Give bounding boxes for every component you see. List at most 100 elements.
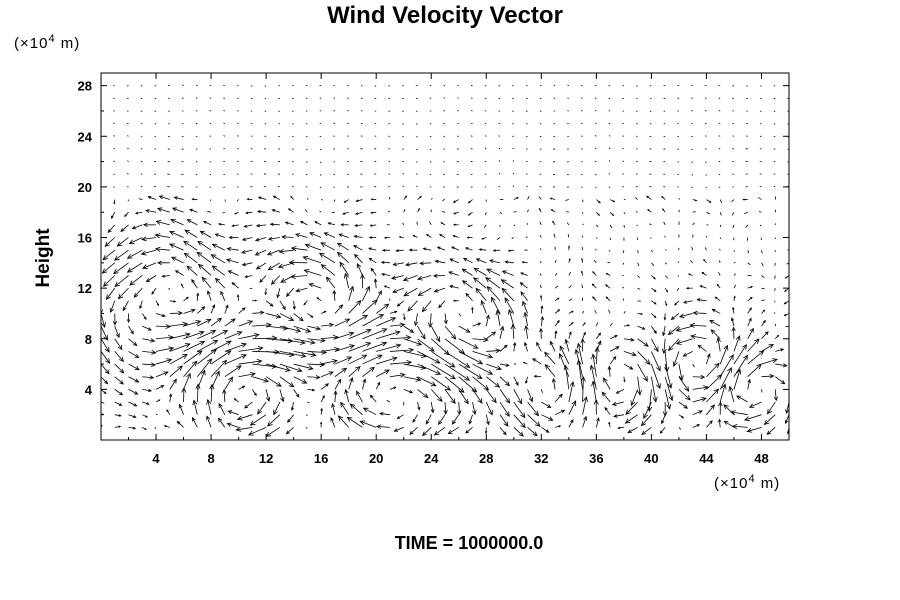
- wind-vector: [651, 338, 659, 352]
- wind-vector-head: [601, 391, 607, 397]
- wind-vector-head: [339, 261, 345, 268]
- wind-vector: [227, 423, 239, 428]
- wind-vector-head: [465, 292, 470, 297]
- wind-vector: [224, 354, 247, 365]
- wind-vector: [766, 427, 776, 435]
- wind-vector-head: [117, 344, 123, 351]
- wind-vector-head: [241, 262, 247, 267]
- wind-vector-head: [502, 431, 507, 436]
- wind-vector-head: [597, 340, 602, 346]
- wind-vector-head: [766, 408, 772, 415]
- wind-vector: [394, 426, 404, 432]
- wind-vector: [520, 272, 528, 276]
- wind-vector: [594, 309, 597, 314]
- wind-vector: [220, 291, 226, 301]
- wind-vector-head: [615, 390, 620, 394]
- wind-vector-head: [736, 368, 742, 375]
- wind-vector-head: [264, 292, 268, 296]
- wind-vector: [527, 196, 530, 200]
- wind-vector: [609, 335, 618, 340]
- wind-vector-head: [323, 232, 329, 237]
- wind-vector: [189, 209, 198, 213]
- wind-vector-head: [336, 251, 343, 258]
- wind-vector: [186, 265, 198, 276]
- wind-vector-head: [495, 348, 501, 354]
- wind-vector: [434, 287, 446, 292]
- wind-vector-head: [369, 224, 373, 227]
- wind-vector-head: [520, 422, 526, 429]
- wind-vector: [594, 147, 597, 150]
- wind-vector: [212, 265, 226, 276]
- wind-vector-head: [370, 211, 373, 214]
- wind-vector: [554, 309, 560, 314]
- wind-vector-head: [380, 260, 385, 265]
- wind-vector: [155, 371, 169, 378]
- wind-vector-head: [275, 381, 282, 387]
- wind-vector: [151, 287, 157, 295]
- wind-vector-head: [241, 354, 247, 359]
- wind-vector: [761, 320, 766, 327]
- wind-vector: [320, 242, 336, 251]
- wind-vector-head: [501, 287, 507, 294]
- y-tick-label: 24: [78, 129, 93, 144]
- wind-vector-head: [604, 284, 608, 287]
- wind-vector: [453, 235, 459, 238]
- wind-vector-head: [290, 274, 296, 280]
- wind-vector: [140, 160, 143, 162]
- wind-vector-head: [256, 358, 263, 364]
- wind-vector: [554, 259, 557, 263]
- wind-vector-head: [150, 362, 157, 367]
- wind-vector: [691, 246, 694, 251]
- wind-vector-head: [596, 417, 600, 422]
- wind-vector: [651, 351, 661, 371]
- wind-vector: [305, 135, 308, 138]
- wind-vector: [664, 376, 673, 401]
- wind-vector-head: [557, 309, 561, 312]
- x-tick-label: 20: [369, 451, 383, 466]
- wind-vector: [162, 275, 170, 277]
- wind-vector: [539, 248, 542, 251]
- wind-vector: [339, 233, 349, 238]
- wind-vector: [594, 122, 597, 124]
- wind-vector: [102, 249, 116, 261]
- wind-vector: [127, 173, 129, 175]
- wind-vector: [499, 344, 508, 352]
- wind-vector: [169, 323, 188, 327]
- wind-vector: [568, 332, 572, 339]
- wind-vector-head: [396, 416, 400, 419]
- wind-vector: [485, 315, 489, 327]
- wind-vector-head: [487, 353, 494, 359]
- wind-vector-head: [512, 341, 517, 346]
- wind-vector: [330, 417, 336, 428]
- wind-vector: [138, 198, 143, 200]
- wind-vector: [296, 287, 308, 292]
- wind-vector: [389, 311, 397, 314]
- wind-vector-head: [362, 378, 367, 383]
- wind-vector: [749, 401, 762, 408]
- wind-vector: [210, 360, 227, 377]
- wind-vector-head: [444, 349, 450, 356]
- wind-vector: [114, 338, 123, 350]
- wind-vector-head: [667, 383, 673, 389]
- wind-vector: [101, 389, 107, 394]
- wind-vector: [369, 258, 377, 264]
- wind-vector-head: [182, 354, 188, 359]
- wind-vector-head: [515, 381, 519, 387]
- wind-vector-head: [362, 314, 369, 320]
- wind-vector: [594, 135, 597, 137]
- wind-vector: [541, 427, 549, 433]
- wind-vector-head: [310, 352, 317, 358]
- wind-vector-head: [748, 317, 752, 322]
- wind-vector: [415, 123, 418, 125]
- wind-vector-head: [359, 273, 365, 279]
- wind-vector: [758, 211, 762, 213]
- wind-vector-head: [311, 388, 316, 392]
- wind-vector-head: [438, 304, 442, 309]
- wind-vector-head: [154, 233, 161, 239]
- wind-vector: [758, 197, 762, 200]
- wind-vector: [526, 123, 528, 125]
- wind-vector: [729, 386, 735, 403]
- wind-vector-head: [270, 280, 276, 285]
- wind-vector: [266, 338, 293, 342]
- wind-vector: [128, 389, 138, 395]
